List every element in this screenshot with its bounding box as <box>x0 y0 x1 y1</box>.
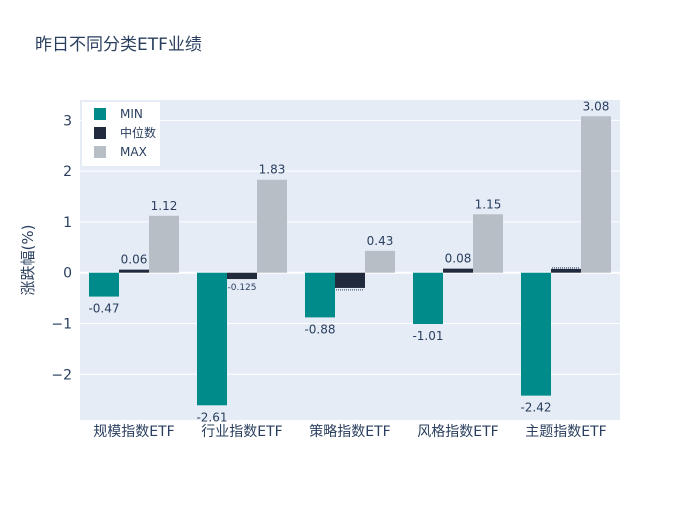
legend-entry: MIN <box>120 107 143 121</box>
legend-entry: MAX <box>120 145 147 159</box>
bar-MAX <box>581 116 611 273</box>
bar-MIN <box>521 272 551 396</box>
data-label: -1.01 <box>412 329 443 343</box>
data-label: -2.61 <box>196 410 227 424</box>
bar-MIN <box>89 272 119 297</box>
data-label: 1.15 <box>475 197 502 211</box>
bar-MIN <box>197 272 227 406</box>
y-tick-label: 1 <box>63 215 72 231</box>
x-tick-label: 行业指数ETF <box>201 424 282 440</box>
bar-MIN <box>305 272 335 318</box>
chart-title: 昨日不同分类ETF业绩 <box>35 35 202 55</box>
bar-中位数 <box>335 272 365 288</box>
data-label: 0.06 <box>121 253 148 267</box>
bar-MAX <box>149 215 179 273</box>
data-label: 3.08 <box>583 99 610 113</box>
data-label: -2.42 <box>520 401 551 415</box>
bar-中位数 <box>119 269 149 273</box>
bar-MAX <box>257 179 287 273</box>
data-label: -0.88 <box>304 322 335 336</box>
y-axis-label: 涨跌幅(%) <box>19 225 37 296</box>
data-label: 0.43 <box>367 234 394 248</box>
x-axis-ticks: 规模指数ETF 行业指数ETF 策略指数ETF 风格指数ETF 主题指数ETF <box>93 423 606 440</box>
x-tick-label: 主题指数ETF <box>525 424 606 440</box>
legend-entry: 中位数 <box>120 125 156 140</box>
bars <box>89 116 611 406</box>
bar-中位数 <box>227 272 257 280</box>
legend: MIN 中位数 MAX <box>82 102 160 166</box>
y-tick-label: −2 <box>51 367 72 383</box>
data-label: 0.08 <box>445 252 472 266</box>
legend-swatch <box>94 146 106 158</box>
x-tick-label: 策略指数ETF <box>309 423 390 440</box>
legend-swatch <box>94 127 106 139</box>
bar-MIN <box>413 272 443 324</box>
y-tick-label: 3 <box>63 113 72 129</box>
data-label: 1.12 <box>151 199 178 213</box>
bar-MAX <box>473 214 503 273</box>
data-label: -0.125 <box>227 283 256 293</box>
x-tick-label: 规模指数ETF <box>93 424 174 440</box>
data-label: -0.47 <box>88 302 119 316</box>
data-labels: -0.47 0.06 1.12 -2.61 -0.125 1.83 -0.88 0.43 -1.… <box>88 99 609 424</box>
y-tick-label: −1 <box>51 316 72 332</box>
y-tick-label: 0 <box>63 266 72 282</box>
bar-中位数 <box>551 268 581 273</box>
x-tick-label: 风格指数ETF <box>417 424 498 440</box>
bar-MAX <box>365 250 395 273</box>
data-label: 1.83 <box>259 163 286 177</box>
bar-中位数 <box>443 268 473 273</box>
y-tick-label: 2 <box>63 164 72 180</box>
legend-swatch <box>94 108 106 120</box>
y-axis-ticks: −2 −1 0 1 2 3 <box>51 113 72 383</box>
